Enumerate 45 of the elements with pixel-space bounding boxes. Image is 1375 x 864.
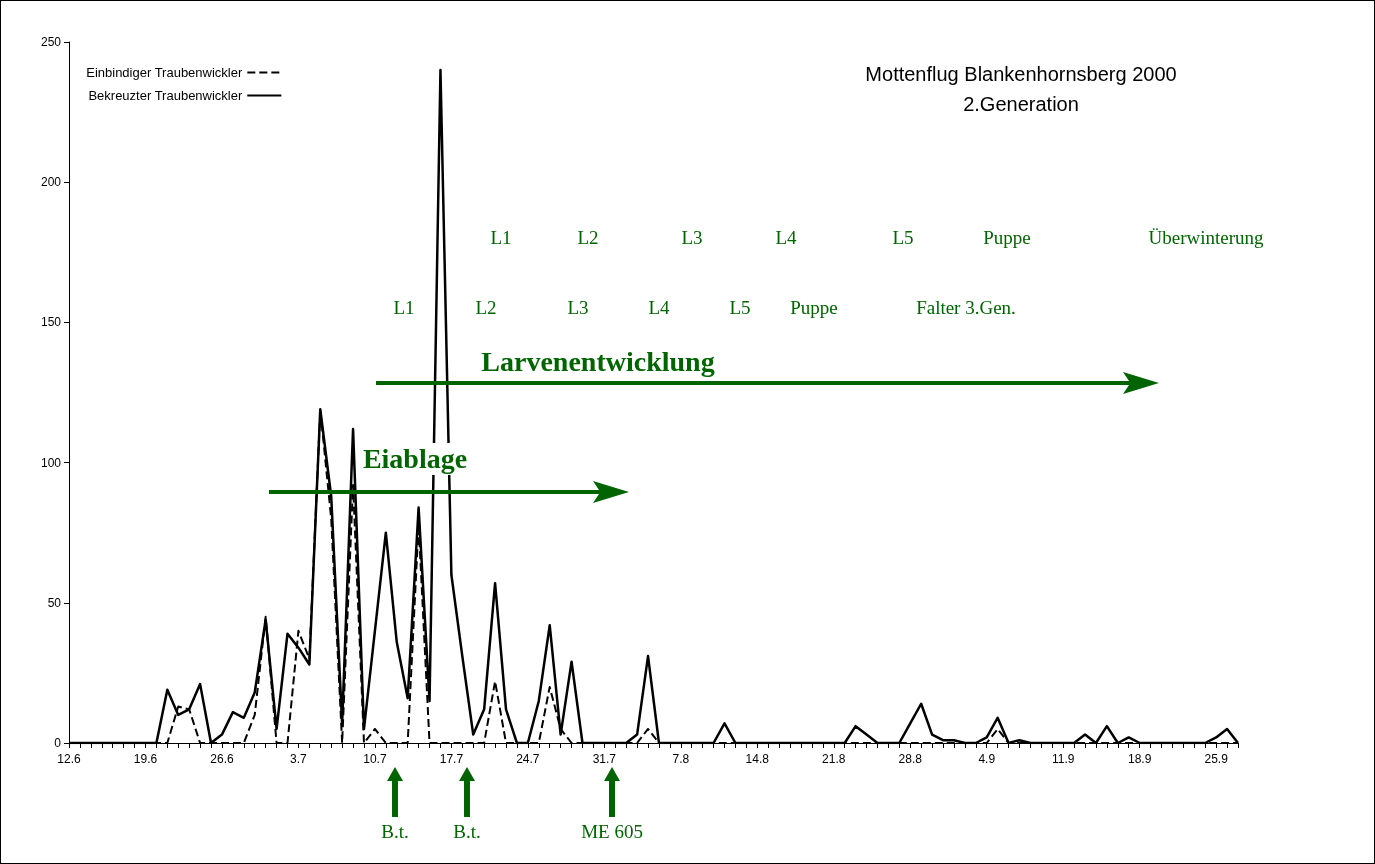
annotation: Überwinterung xyxy=(1148,227,1264,249)
y-tick-label: 150 xyxy=(40,315,62,330)
annotation: Falter 3.Gen. xyxy=(916,297,1016,319)
text: B.t. xyxy=(381,821,409,843)
y-tick-label: 50 xyxy=(47,595,62,610)
y-tick-label: 0 xyxy=(54,736,62,750)
annotation: L3 xyxy=(681,227,703,249)
x-tick-label: 7.8 xyxy=(672,752,690,766)
annotation: Puppe xyxy=(790,297,838,319)
x-tick-label: 12.6 xyxy=(57,752,81,766)
annotation: Larvenentwicklung xyxy=(477,346,719,378)
y-tick-label: 100 xyxy=(40,455,62,470)
annotation: L4 xyxy=(648,297,670,319)
text: ME 605 xyxy=(581,821,643,843)
annotation: L4 xyxy=(775,227,797,249)
x-tick-label: 10.7 xyxy=(363,752,387,766)
legend-label: Bekreuzter Traubenwickler xyxy=(88,88,243,103)
annotation: L1 xyxy=(393,297,415,319)
x-tick-label: 28.8 xyxy=(898,752,923,766)
y-tick-label: 200 xyxy=(40,175,62,190)
x-tick-label: 11.9 xyxy=(1051,752,1075,766)
x-tick-label: 24.7 xyxy=(516,752,540,766)
annotation: L5 xyxy=(729,297,751,319)
text: 2.Generation xyxy=(963,93,1079,115)
x-tick-label: 3.7 xyxy=(290,752,308,766)
x-tick-label: 19.6 xyxy=(133,752,158,766)
x-tick-label: 21.8 xyxy=(822,752,846,766)
annotation: L5 xyxy=(892,227,914,249)
x-tick-label: 26.6 xyxy=(210,752,234,766)
x-tick-label: 31.7 xyxy=(592,752,617,766)
annotation: L1 xyxy=(490,227,512,249)
text: Mottenflug Blankenhornsberg 2000 xyxy=(865,63,1177,85)
x-tick-label: 4.9 xyxy=(978,752,996,766)
legend-label: Einbindiger Traubenwickler xyxy=(86,65,243,80)
annotation: L2 xyxy=(577,227,599,249)
x-tick-label: 18.9 xyxy=(1127,752,1152,766)
x-tick-label: 17.7 xyxy=(439,752,464,766)
text: B.t. xyxy=(453,821,481,843)
annotation: Puppe xyxy=(983,227,1031,249)
x-tick-label: 14.8 xyxy=(745,752,770,766)
annotation: L2 xyxy=(475,297,497,319)
y-tick-label: 250 xyxy=(40,35,62,49)
x-tick-label: 25.9 xyxy=(1204,752,1229,766)
annotation: L3 xyxy=(567,297,589,319)
annotation: Eiablage xyxy=(358,443,472,475)
